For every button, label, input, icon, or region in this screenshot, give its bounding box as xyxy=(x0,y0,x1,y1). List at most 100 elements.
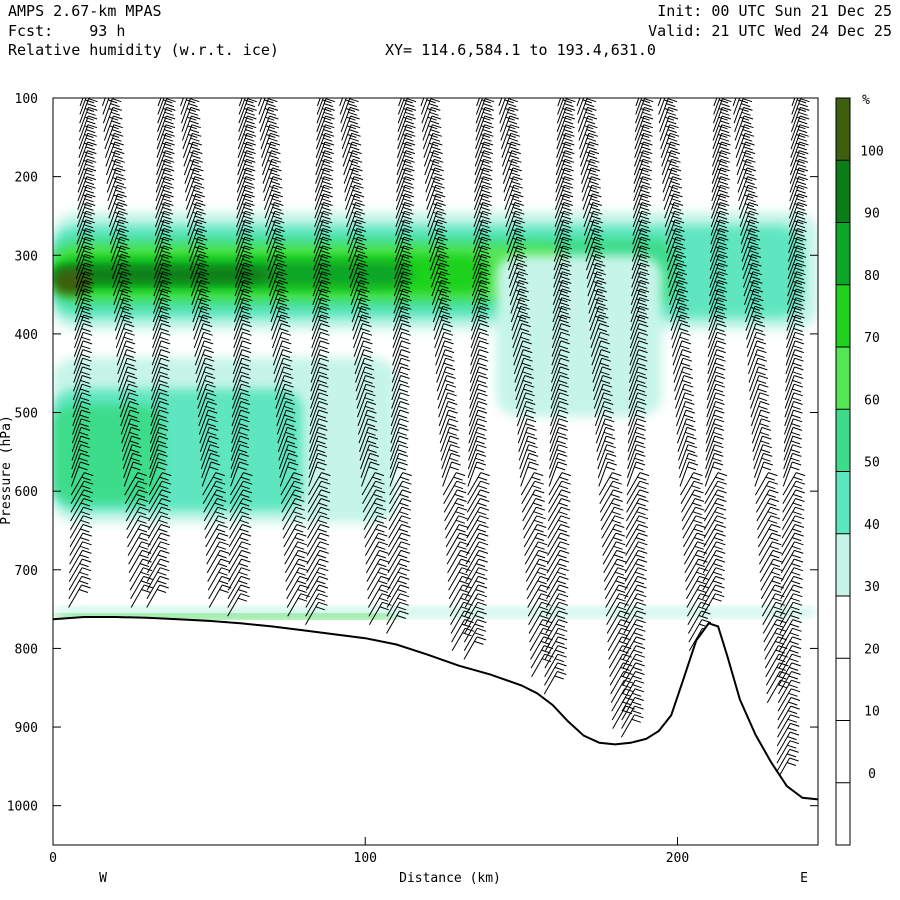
wind-barb xyxy=(632,193,652,219)
wind-barb xyxy=(389,472,412,496)
wind-barb xyxy=(738,176,757,202)
wind-barb xyxy=(310,357,330,383)
wind-barb xyxy=(75,253,95,280)
wind-barb xyxy=(777,697,801,721)
wind-barb xyxy=(146,575,170,600)
wind-barb xyxy=(359,426,378,452)
wind-barb xyxy=(313,210,333,236)
wind-barb xyxy=(192,297,211,323)
wind-barb xyxy=(786,305,805,331)
wind-barb xyxy=(110,236,130,262)
wind-barb xyxy=(351,297,371,323)
wind-barb xyxy=(659,106,678,132)
wind-barb xyxy=(589,314,609,340)
wind-barb xyxy=(667,253,687,280)
wind-barb xyxy=(520,472,544,496)
wind-barb xyxy=(556,124,575,150)
wind-barb xyxy=(154,228,173,254)
wind-barb xyxy=(305,575,329,600)
wind-barb xyxy=(502,150,521,176)
wind-barb xyxy=(235,228,254,254)
wind-barb xyxy=(754,472,778,496)
wind-barb xyxy=(340,98,359,124)
wind-barb xyxy=(755,489,779,513)
wind-barb xyxy=(544,627,568,652)
wind-barb xyxy=(782,472,806,496)
wind-barb-column-8 xyxy=(386,98,417,634)
wind-barb xyxy=(237,141,256,167)
wind-barb xyxy=(518,426,537,452)
wind-barb xyxy=(547,532,570,556)
wind-barb xyxy=(592,357,611,383)
wind-barb xyxy=(593,375,612,401)
wind-barb xyxy=(341,115,360,141)
wind-barb xyxy=(585,245,605,271)
wind-barb xyxy=(446,532,469,556)
wind-barb xyxy=(235,219,255,245)
wind-barb xyxy=(503,176,523,202)
colorbar-tick-label: 40 xyxy=(864,518,880,533)
wind-barb xyxy=(789,176,808,202)
wind-barb xyxy=(73,349,92,375)
wind-barb xyxy=(782,498,805,522)
wind-barb xyxy=(271,314,290,340)
wind-barb xyxy=(259,106,279,132)
wind-barb xyxy=(506,228,526,254)
wind-barb xyxy=(203,489,226,513)
wind-barb xyxy=(626,472,650,496)
wind-barb xyxy=(554,202,574,228)
wind-barb-column-9 xyxy=(420,98,475,652)
wind-barb xyxy=(468,401,488,427)
wind-barb xyxy=(702,558,726,582)
wind-barb xyxy=(779,601,803,626)
wind-barb xyxy=(149,452,168,478)
wind-barb-column-16 xyxy=(701,98,732,617)
wind-barb xyxy=(528,610,552,634)
wind-barb xyxy=(397,106,417,132)
wind-barb xyxy=(390,392,410,418)
wind-barb xyxy=(230,435,250,461)
wind-barb xyxy=(630,288,650,314)
wind-barb xyxy=(784,409,803,435)
wind-barb xyxy=(231,401,251,427)
colorbar-tick-label: 70 xyxy=(864,331,880,346)
wind-barb xyxy=(305,593,328,617)
wind-barb xyxy=(183,141,202,167)
wind-barb xyxy=(704,461,724,487)
wind-barb xyxy=(282,515,306,539)
wind-barb xyxy=(362,489,386,513)
wind-barb xyxy=(353,331,373,357)
wind-barb xyxy=(368,601,392,626)
wind-barb xyxy=(229,480,253,504)
wind-barb xyxy=(390,418,409,444)
wind-barb xyxy=(632,228,651,254)
wind-barb xyxy=(447,558,471,582)
wind-barb xyxy=(194,331,213,357)
wind-barb xyxy=(549,409,569,435)
wind-barb xyxy=(72,409,91,435)
wind-barb xyxy=(466,506,490,530)
wind-barb xyxy=(507,236,526,262)
wind-barb xyxy=(780,575,803,600)
wind-barb xyxy=(685,567,709,591)
wind-barb xyxy=(501,141,521,167)
wind-barb xyxy=(506,219,525,245)
wind-barb xyxy=(230,444,250,470)
wind-barb xyxy=(390,426,409,452)
wind-barb xyxy=(349,253,368,280)
wind-barb xyxy=(356,383,376,409)
wind-barb xyxy=(596,426,615,452)
wind-barb xyxy=(583,210,603,236)
wind-barb xyxy=(198,409,218,435)
wind-barb xyxy=(750,401,770,427)
wind-barb xyxy=(124,472,147,496)
wind-barb xyxy=(313,245,332,271)
wind-barb xyxy=(662,158,681,184)
wind-barb xyxy=(590,331,610,357)
wind-barb xyxy=(311,323,330,349)
wind-barb-column-15 xyxy=(657,98,715,703)
wind-barb xyxy=(464,584,488,608)
wind-barb xyxy=(148,480,172,504)
wind-barb xyxy=(392,314,412,340)
model-title: AMPS 2.67-km MPAS xyxy=(8,2,162,20)
